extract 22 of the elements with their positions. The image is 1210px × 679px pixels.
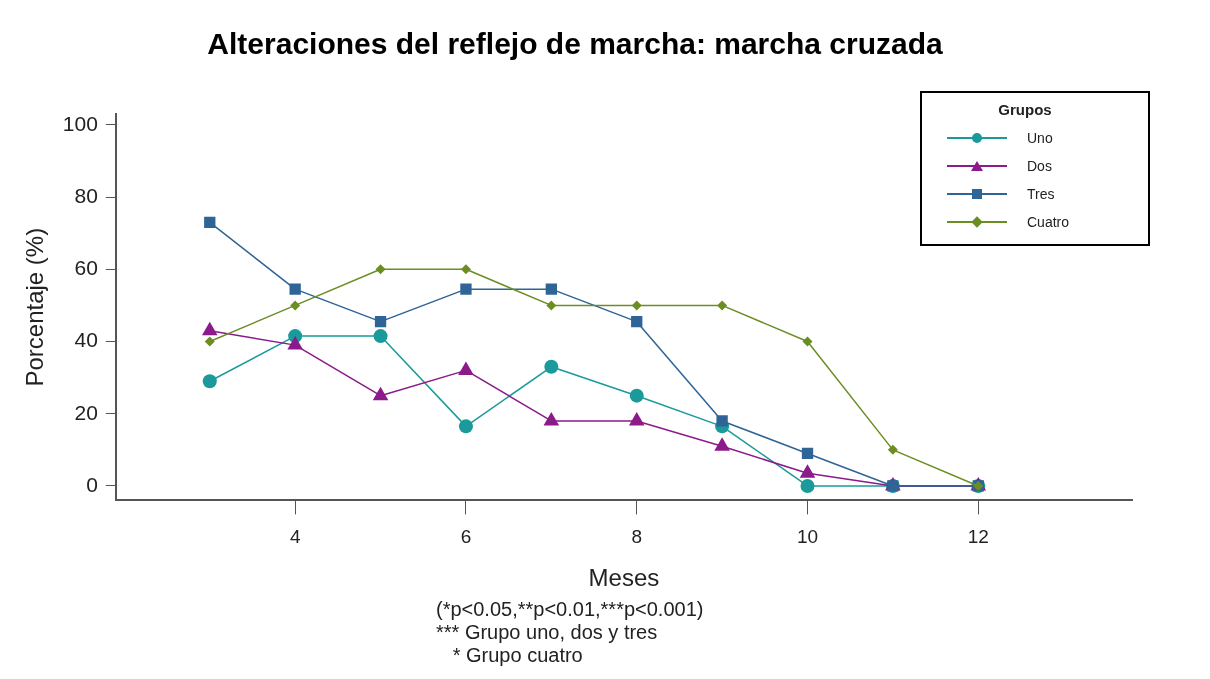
y-tick-label: 20 — [74, 400, 98, 424]
legend-label: Cuatro — [1027, 214, 1070, 230]
y-tick-label: 100 — [62, 111, 98, 135]
text: * Grupo cuatro — [451, 644, 584, 667]
text: *** Grupo uno, dos y tres — [436, 621, 659, 644]
x-axis-title: Meses — [588, 564, 660, 592]
y-tick-label: 0 — [86, 472, 98, 496]
x-tick-label: 6 — [460, 526, 472, 548]
y-tick-label: 40 — [74, 328, 98, 352]
x-tick-label: 4 — [289, 526, 301, 548]
legend-label: Dos — [1027, 158, 1052, 174]
x-tick-label: 10 — [796, 526, 819, 548]
x-tick-label: 12 — [967, 526, 989, 548]
text: (*p<0.05,**p<0.01,***p<0.001) — [436, 598, 705, 621]
chart-title: Alteraciones del reflejo de marcha: marcha cruzada — [207, 27, 943, 61]
y-tick-label: 80 — [74, 183, 98, 207]
y-axis-title: Porcentaje (%) — [21, 227, 49, 387]
legend-label: Tres — [1027, 186, 1055, 202]
y-tick-label: 60 — [74, 256, 98, 280]
legend-label: Uno — [1027, 130, 1053, 146]
legend-title: Grupos — [997, 101, 1053, 118]
x-tick-label: 8 — [631, 526, 643, 548]
